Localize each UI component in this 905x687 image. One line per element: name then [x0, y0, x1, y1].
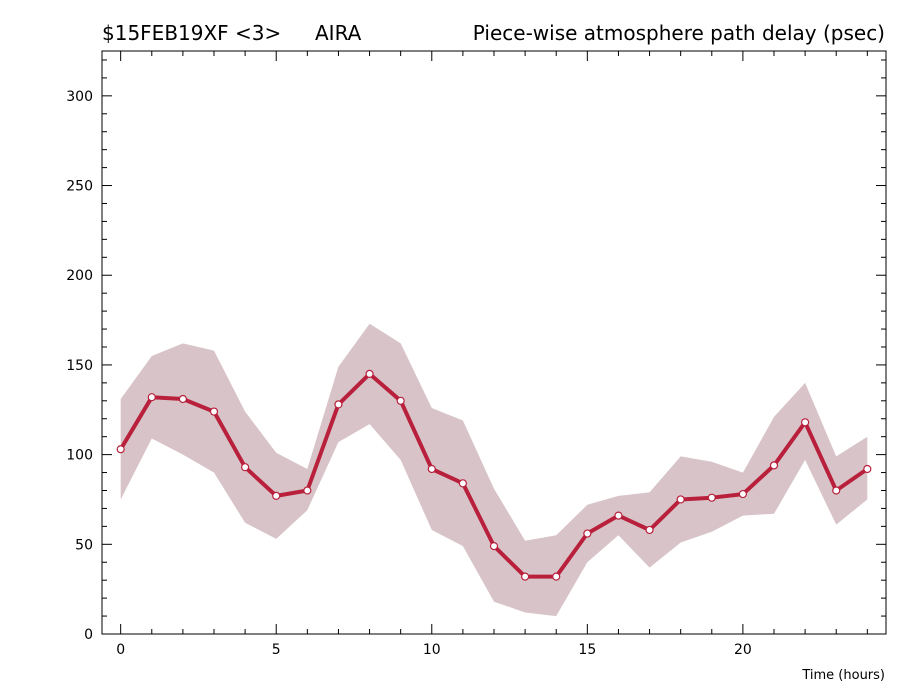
- uncertainty-band: [120, 323, 868, 617]
- data-point: [738, 489, 747, 499]
- x-axis-label: Time (hours): [801, 668, 885, 683]
- data-point: [552, 572, 561, 581]
- y-tick-label: 0: [84, 627, 93, 643]
- station-label: AIRA: [315, 21, 362, 45]
- data-point: [614, 511, 623, 520]
- data-point: [707, 493, 716, 502]
- data-point: [147, 393, 156, 402]
- data-point: [583, 529, 592, 538]
- data-point: [832, 486, 841, 495]
- y-tick-label: 150: [66, 358, 93, 374]
- data-point: [676, 495, 685, 504]
- data-point: [863, 464, 872, 474]
- y-tick-label: 100: [66, 448, 93, 464]
- data-point: [458, 479, 467, 488]
- x-tick-label: 0: [116, 642, 125, 658]
- y-tick-label: 50: [75, 537, 93, 553]
- data-point: [427, 464, 436, 474]
- source-label: $15FEB19XF <3>: [102, 21, 281, 45]
- data-point: [396, 396, 405, 405]
- chart-title: Piece-wise atmosphere path delay (psec): [473, 21, 885, 45]
- data-point: [521, 572, 530, 581]
- data-point: [489, 542, 499, 551]
- data-point: [334, 400, 343, 409]
- data-point: [769, 461, 779, 470]
- x-tick-label: 15: [578, 642, 596, 658]
- data-point: [645, 525, 654, 535]
- y-tick-label: 300: [66, 89, 93, 105]
- y-tick-label: 250: [66, 179, 93, 195]
- data-point: [178, 394, 187, 404]
- data-point: [116, 445, 125, 454]
- data-point: [365, 369, 374, 378]
- data-point: [801, 418, 810, 427]
- data-point: [209, 407, 219, 416]
- data-point: [241, 463, 250, 472]
- y-tick-label: 200: [66, 268, 93, 284]
- x-tick-label: 10: [423, 642, 441, 658]
- x-tick-label: 5: [272, 642, 281, 658]
- data-point: [272, 491, 281, 500]
- data-point: [303, 486, 312, 495]
- x-tick-label: 20: [734, 642, 752, 658]
